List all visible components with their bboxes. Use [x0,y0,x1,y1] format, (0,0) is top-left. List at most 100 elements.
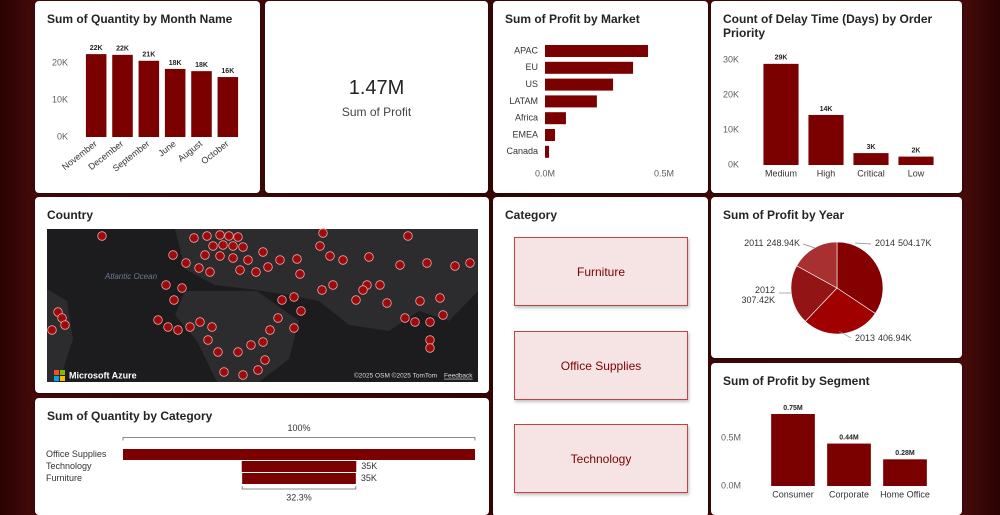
data-label: 35K [361,461,377,471]
category-label: Technology [46,461,92,471]
map-point [358,285,368,295]
y-tick-label: 30K [723,54,739,64]
y-tick-label: 20K [52,57,68,67]
bar [112,54,133,137]
map-point [153,315,163,325]
logo-square [54,370,59,375]
bar [545,78,614,91]
map-point [425,335,435,345]
map-point [325,251,335,261]
x-tick-label: 0.5M [654,168,674,178]
map-point [185,322,195,332]
map-point [97,231,107,241]
category-label: Office Supplies [46,449,107,459]
map-point [215,251,225,261]
slice-value: 248.94K [766,238,800,248]
funnel-top-label: 100% [287,423,310,433]
data-label: 29K [775,55,788,62]
y-tick-label: Africa [515,113,538,123]
data-label: 14K [820,106,833,113]
chart: 0.0M 0.5M 0.75M Consumer 0.44M Corporate 0.28M… [721,405,930,500]
y-tick-label: EMEA [512,129,538,139]
chart-card: Sum of Quantity by Month Name 0K 10K 20K 22K… [35,1,260,193]
x-tick-label: Consumer [772,489,814,499]
map-point [246,340,256,350]
slice-label: 2011 248.94K [744,238,800,248]
map-point [200,250,210,260]
bar [85,54,107,138]
map-point [177,283,187,293]
chart-card: Count of Delay Time (Days) by Order Prio… [711,1,962,193]
chart-card: Sum of Quantity by Category 100% Office Su… [35,398,489,515]
ocean-label: Atlantic Ocean [104,272,158,281]
y-tick-label: 0.0M [721,480,741,490]
bar [545,61,634,74]
data-label: 22K [116,46,129,53]
map-point [218,240,228,250]
map-point [275,255,285,265]
funnel-bar [241,461,357,472]
leader-line [802,243,816,249]
map-point [195,317,205,327]
chart-title: Sum of Profit by Segment [723,374,870,388]
map-point [277,295,287,305]
y-tick-label: APAC [514,45,538,55]
map-point [173,325,183,335]
map-card: Country Atlantic Ocean Microsoft Azure ©… [35,197,489,393]
data-label: 3K [867,144,876,151]
data-label: 21K [142,52,155,59]
map-point [450,261,460,271]
bar [545,145,550,158]
slicer-item[interactable]: Office Supplies [514,331,688,400]
chart-title: Sum of Quantity by Month Name [47,12,233,26]
slice-category: 2014 [875,238,895,248]
slice-value: 406.94K [878,333,912,343]
category-label: Furniture [46,473,82,483]
map-point [235,265,245,275]
funnel-bar [123,449,475,460]
chart-title: Sum of Profit by Year [723,208,845,222]
bar [545,95,597,108]
logo-square [54,376,59,381]
map-point [189,233,199,243]
slice-label: 2013 406.94K [855,333,912,343]
bar [808,114,844,165]
map-copyright: ©2025 OSM ©2025 TomTom [354,372,437,380]
slice-value: 307.42K [741,295,775,305]
chart-card: Sum of Profit by Year 2014 504.17K 2013 406.… [711,197,962,358]
x-tick-label: Low [908,168,925,178]
map-point [205,267,215,277]
map-point [292,254,302,264]
map-point [351,295,361,305]
slicer-item[interactable]: Technology [514,424,688,493]
map-point [243,255,253,265]
map-point [425,317,435,327]
slicer-item[interactable]: Furniture [514,237,688,306]
kpi-label: Sum of Profit [341,105,412,119]
bar [217,77,239,137]
map-point [238,242,248,252]
map-point [161,280,171,290]
map-point [207,322,217,332]
slice-category: 2011 [744,238,763,248]
bar [827,443,871,486]
chart: 0K10K20K22KNovember22KDecember21KSeptemb… [52,45,239,174]
bar [883,459,927,486]
map-point [169,295,179,305]
bar [164,68,186,137]
map-point [415,296,425,306]
map-feedback[interactable]: Feedback [444,373,473,380]
x-tick-label: 0.0M [535,168,555,178]
y-tick-label: US [525,79,538,89]
map-point [425,343,435,353]
map-point [219,367,229,377]
map-point [168,250,178,260]
map-point [400,313,410,323]
chart-title: Sum of Profit by Market [505,12,640,26]
y-tick-label: 10K [723,124,739,134]
map-point [233,347,243,357]
bar [853,153,889,165]
chart-title: Sum of Quantity by Category [47,409,213,423]
funnel-bar [242,473,356,484]
